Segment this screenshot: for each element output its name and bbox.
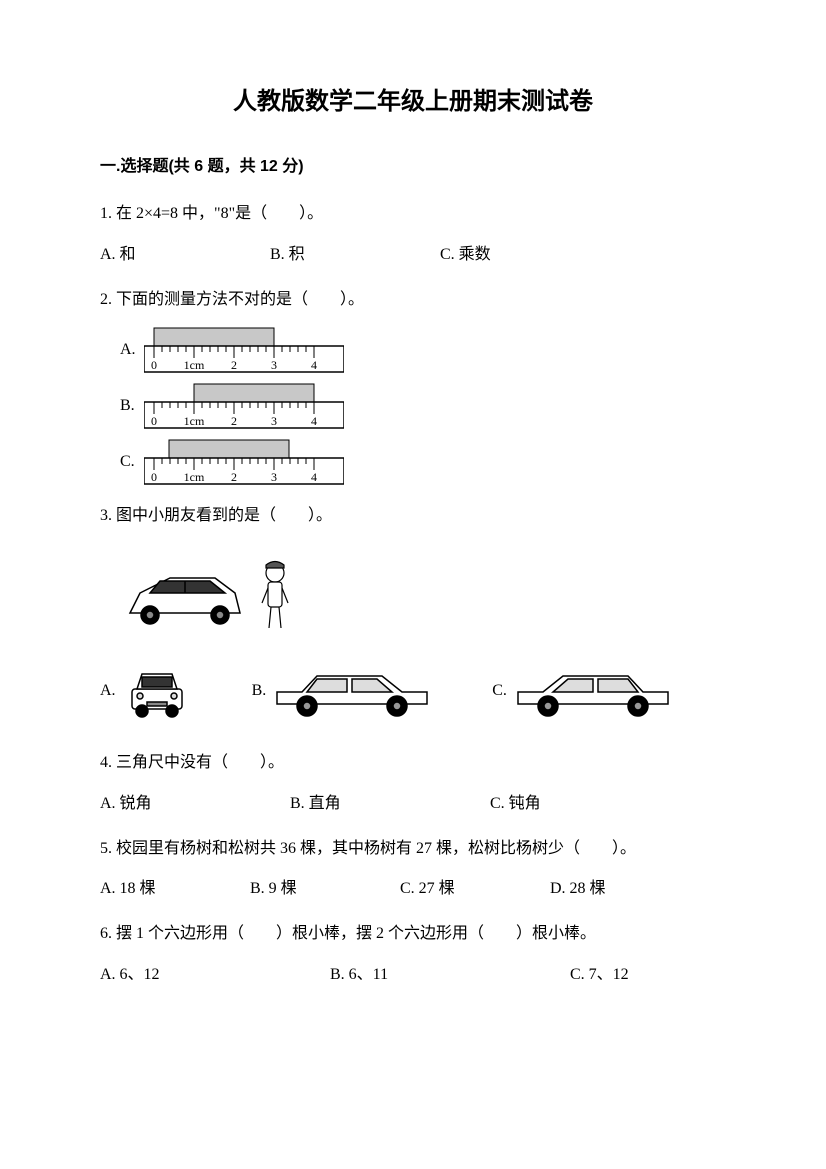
svg-text:3: 3 [271,414,277,428]
q3-opt-c-label: C. [492,677,507,706]
q4-opt-b: B. 直角 [290,790,490,819]
q3-opt-c: C. [492,664,673,719]
q6-options: A. 6、12 B. 6、11 C. 7、12 [100,961,726,990]
q2-opt-a: A. 0 1cm 2 3 4 [120,326,726,374]
q1-text: 1. 在 2×4=8 中，"8"是（ ）。 [100,200,726,229]
car-side-left-icon [272,664,432,719]
car-side-right-icon [513,664,673,719]
q3-scene [120,543,726,654]
q4-text: 4. 三角尺中没有（ ）。 [100,749,726,778]
question-6: 6. 摆 1 个六边形用（ ）根小棒，摆 2 个六边形用（ ）根小棒。 A. 6… [100,920,726,990]
q3-opt-a: A. [100,664,192,719]
q5-opt-d: D. 28 棵 [550,875,700,904]
q5-opt-a: A. 18 棵 [100,875,250,904]
exam-title: 人教版数学二年级上册期末测试卷 [100,80,726,123]
q6-opt-a: A. 6、12 [100,961,330,990]
question-4: 4. 三角尺中没有（ ）。 A. 锐角 B. 直角 C. 钝角 [100,749,726,819]
section-1-header: 一.选择题(共 6 题，共 12 分) [100,153,726,182]
q1-options: A. 和 B. 积 C. 乘数 [100,241,726,270]
svg-text:4: 4 [311,358,317,372]
q6-text: 6. 摆 1 个六边形用（ ）根小棒，摆 2 个六边形用（ ）根小棒。 [100,920,726,949]
q6-opt-c: C. 7、12 [570,961,629,990]
q5-opt-b: B. 9 棵 [250,875,400,904]
svg-text:1cm: 1cm [184,470,205,484]
svg-text:2: 2 [231,414,237,428]
q3-opt-b-label: B. [252,677,267,706]
q2-opt-c-label: C. [120,448,144,477]
q1-opt-b: B. 积 [270,241,440,270]
svg-text:0: 0 [151,414,157,428]
question-1: 1. 在 2×4=8 中，"8"是（ ）。 A. 和 B. 积 C. 乘数 [100,200,726,270]
q3-text: 3. 图中小朋友看到的是（ ）。 [100,502,726,531]
svg-text:1cm: 1cm [184,358,205,372]
q2-opt-a-label: A. [120,336,144,365]
q5-opt-c: C. 27 棵 [400,875,550,904]
question-3: 3. 图中小朋友看到的是（ ）。 [100,502,726,719]
q3-options: A. B. [100,664,726,719]
q4-opt-c: C. 钝角 [490,790,541,819]
svg-text:0: 0 [151,358,157,372]
q4-opt-a: A. 锐角 [100,790,290,819]
q2-text: 2. 下面的测量方法不对的是（ ）。 [100,286,726,315]
svg-text:1cm: 1cm [184,414,205,428]
question-5: 5. 校园里有杨树和松树共 36 棵，其中杨树有 27 棵，松树比杨树少（ ）。… [100,835,726,905]
svg-text:3: 3 [271,358,277,372]
q4-options: A. 锐角 B. 直角 C. 钝角 [100,790,726,819]
svg-text:0: 0 [151,470,157,484]
svg-text:3: 3 [271,470,277,484]
svg-text:4: 4 [311,470,317,484]
ruler-a-icon: 0 1cm 2 3 4 [144,326,344,374]
q5-options: A. 18 棵 B. 9 棵 C. 27 棵 D. 28 棵 [100,875,726,904]
q5-text: 5. 校园里有杨树和松树共 36 棵，其中杨树有 27 棵，松树比杨树少（ ）。 [100,835,726,864]
q1-opt-a: A. 和 [100,241,270,270]
svg-text:2: 2 [231,358,237,372]
q2-opt-b-label: B. [120,392,144,421]
q6-opt-b: B. 6、11 [330,961,570,990]
q2-opt-c: C. 0 1cm 2 3 4 [120,438,726,486]
car-front-icon [122,664,192,719]
svg-text:4: 4 [311,414,317,428]
svg-text:2: 2 [231,470,237,484]
q1-opt-c: C. 乘数 [440,241,491,270]
q2-opt-b: B. 0 1cm 2 3 4 [120,382,726,430]
q3-opt-a-label: A. [100,677,116,706]
ruler-c-icon: 0 1cm 2 3 4 [144,438,344,486]
car-and-child-icon [120,543,300,643]
question-2: 2. 下面的测量方法不对的是（ ）。 A. 0 1cm 2 3 4 B. [100,286,726,487]
ruler-b-icon: 0 1cm 2 3 4 [144,382,344,430]
q3-opt-b: B. [252,664,433,719]
